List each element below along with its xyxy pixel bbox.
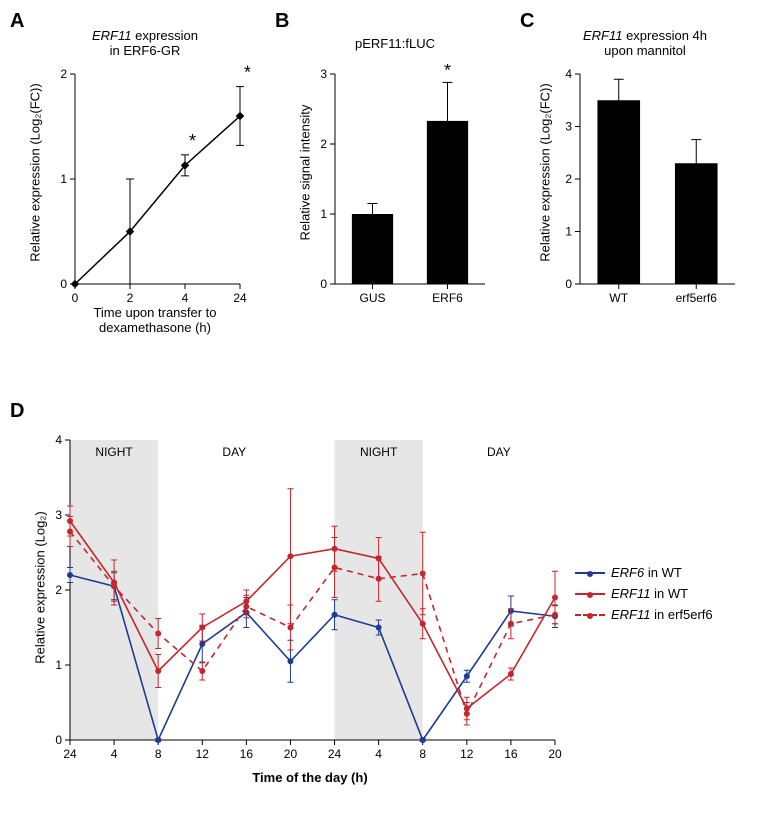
svg-text:2: 2 (55, 583, 62, 597)
panel-c-ylabel: Relative expression (Log₂(FC)) (538, 63, 553, 283)
legend-text-gene: ERF11 (611, 586, 651, 601)
svg-text:0: 0 (72, 291, 79, 305)
panel-c-chart: 0 1 2 3 4 WT erf5erf6 (520, 64, 745, 324)
svg-text:2: 2 (565, 172, 572, 186)
panel-a-title-rest: expression (132, 28, 198, 43)
legend-text: ERF6 in WT (611, 565, 682, 580)
svg-text:8: 8 (419, 747, 426, 761)
legend-text-rest: in erf5erf6 (651, 607, 713, 622)
panel-b-title: pERF11:fLUC (315, 36, 475, 51)
svg-text:20: 20 (284, 747, 298, 761)
legend-marker-icon (587, 613, 593, 619)
svg-text:*: * (189, 131, 196, 151)
legend-item: ERF6 in WT (575, 565, 713, 580)
svg-text:0: 0 (60, 277, 67, 291)
legend-text-gene: ERF6 (611, 565, 644, 580)
panel-c: C ERF11 expression 4h upon mannitol 0 1 2 3… (520, 10, 745, 350)
legend-text: ERF11 in WT (611, 586, 688, 601)
panel-a: A ERF11 expression in ERF6-GR 01202424**… (10, 10, 250, 350)
legend-line-icon (575, 593, 605, 595)
svg-text:24: 24 (328, 747, 342, 761)
panel-c-title-line3: upon mannitol (604, 43, 686, 58)
panel-a-xlabel-l1: Time upon transfer to (93, 305, 216, 320)
svg-text:1: 1 (55, 658, 62, 672)
svg-text:4: 4 (565, 67, 572, 81)
svg-text:0: 0 (565, 277, 572, 291)
svg-text:*: * (444, 64, 451, 80)
svg-text:0: 0 (55, 733, 62, 747)
panel-a-xlabel-l2: dexamethasone (h) (99, 320, 211, 335)
svg-text:4: 4 (55, 433, 62, 447)
svg-text:NIGHT: NIGHT (95, 445, 133, 459)
legend-item: ERF11 in erf5erf6 (575, 607, 713, 622)
panel-d-chart: 0123424481216202448121620NIGHTDAYNIGHTDA… (10, 430, 570, 790)
svg-text:ERF6: ERF6 (432, 291, 463, 305)
panel-d-ylabel: Relative expression (Log₂) (33, 488, 48, 688)
svg-text:2: 2 (60, 67, 67, 81)
svg-text:1: 1 (565, 225, 572, 239)
legend-text: ERF11 in erf5erf6 (611, 607, 713, 622)
svg-text:16: 16 (240, 747, 254, 761)
svg-text:DAY: DAY (487, 445, 511, 459)
panel-b: B pERF11:fLUC 0 1 2 3 GUS ERF6 * Relative sign… (275, 10, 495, 350)
svg-text:12: 12 (196, 747, 210, 761)
svg-text:2: 2 (320, 137, 327, 151)
svg-text:20: 20 (548, 747, 562, 761)
panel-a-ylabel: Relative expression (Log₂(FC)) (28, 63, 43, 283)
svg-text:3: 3 (320, 67, 327, 81)
legend-item: ERF11 in WT (575, 586, 713, 601)
panel-b-label: B (275, 10, 289, 33)
svg-text:24: 24 (63, 747, 77, 761)
svg-text:2: 2 (127, 291, 134, 305)
panel-a-chart: 01202424** (10, 64, 250, 324)
svg-text:WT: WT (609, 291, 628, 305)
panel-a-label: A (10, 10, 24, 33)
legend-marker-icon (587, 592, 593, 598)
panel-a-title: ERF11 expression in ERF6-GR (60, 28, 230, 58)
svg-text:NIGHT: NIGHT (360, 445, 398, 459)
svg-text:1: 1 (60, 172, 67, 186)
panel-c-label: C (520, 10, 534, 33)
svg-text:1: 1 (320, 207, 327, 221)
svg-text:3: 3 (565, 120, 572, 134)
legend-marker-icon (587, 571, 593, 577)
svg-text:24: 24 (233, 291, 247, 305)
svg-text:8: 8 (155, 747, 162, 761)
svg-text:12: 12 (460, 747, 474, 761)
panel-d-legend: ERF6 in WTERF11 in WTERF11 in erf5erf6 (575, 565, 713, 628)
svg-text:4: 4 (111, 747, 118, 761)
panel-d-label: D (10, 400, 24, 423)
legend-text-gene: ERF11 (611, 607, 651, 622)
legend-text-rest: in WT (651, 586, 689, 601)
figure-container: A ERF11 expression in ERF6-GR 01202424**… (0, 0, 765, 813)
legend-line-icon (575, 614, 605, 616)
panel-b-ylabel: Relative signal intensity (298, 83, 313, 263)
svg-text:*: * (244, 64, 250, 83)
panel-c-title: ERF11 expression 4h upon mannitol (560, 28, 730, 58)
panel-a-xlabel: Time upon transfer to dexamethasone (h) (70, 305, 240, 335)
panel-c-title-italic: ERF11 (583, 28, 623, 43)
svg-text:DAY: DAY (222, 445, 246, 459)
svg-text:16: 16 (504, 747, 518, 761)
svg-text:4: 4 (375, 747, 382, 761)
panel-a-title-line3: in ERF6-GR (110, 43, 181, 58)
panel-d-xlabel: Time of the day (h) (210, 770, 410, 785)
panel-a-title-italic: ERF11 (92, 28, 132, 43)
panel-c-title-rest: expression 4h (622, 28, 707, 43)
legend-text-rest: in WT (644, 565, 682, 580)
svg-text:3: 3 (55, 508, 62, 522)
svg-text:4: 4 (182, 291, 189, 305)
svg-text:GUS: GUS (359, 291, 385, 305)
svg-text:0: 0 (320, 277, 327, 291)
svg-text:erf5erf6: erf5erf6 (676, 291, 718, 305)
panel-d: D 0123424481216202448121620NIGHTDAYNIGHT… (10, 400, 755, 800)
legend-line-icon (575, 572, 605, 574)
